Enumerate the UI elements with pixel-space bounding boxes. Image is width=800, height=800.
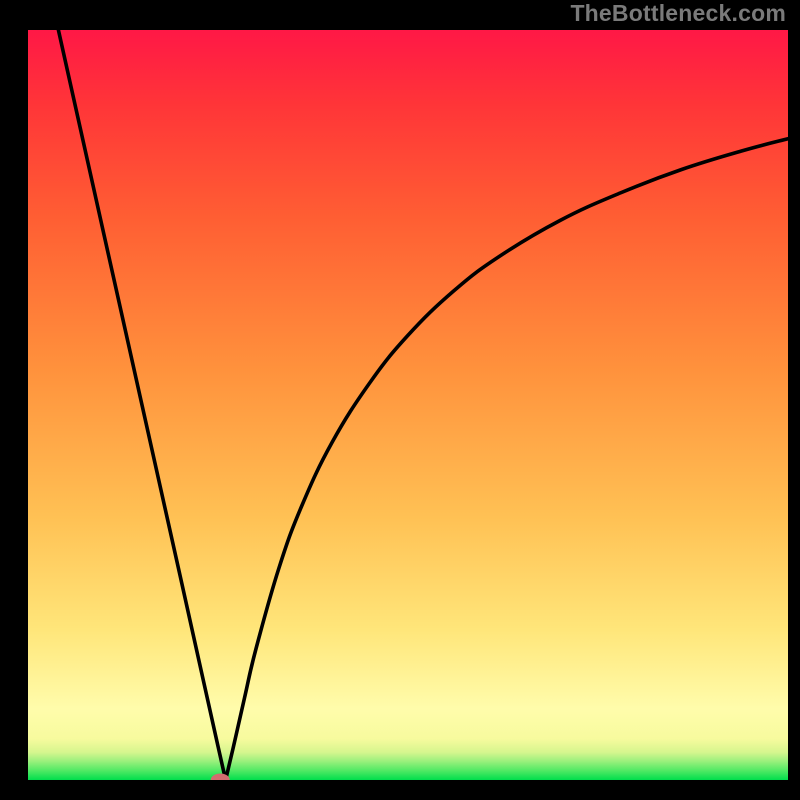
plot-svg — [28, 30, 788, 780]
chart-frame: TheBottleneck.com — [0, 0, 800, 800]
watermark-text: TheBottleneck.com — [570, 0, 786, 27]
plot-area — [28, 30, 788, 780]
